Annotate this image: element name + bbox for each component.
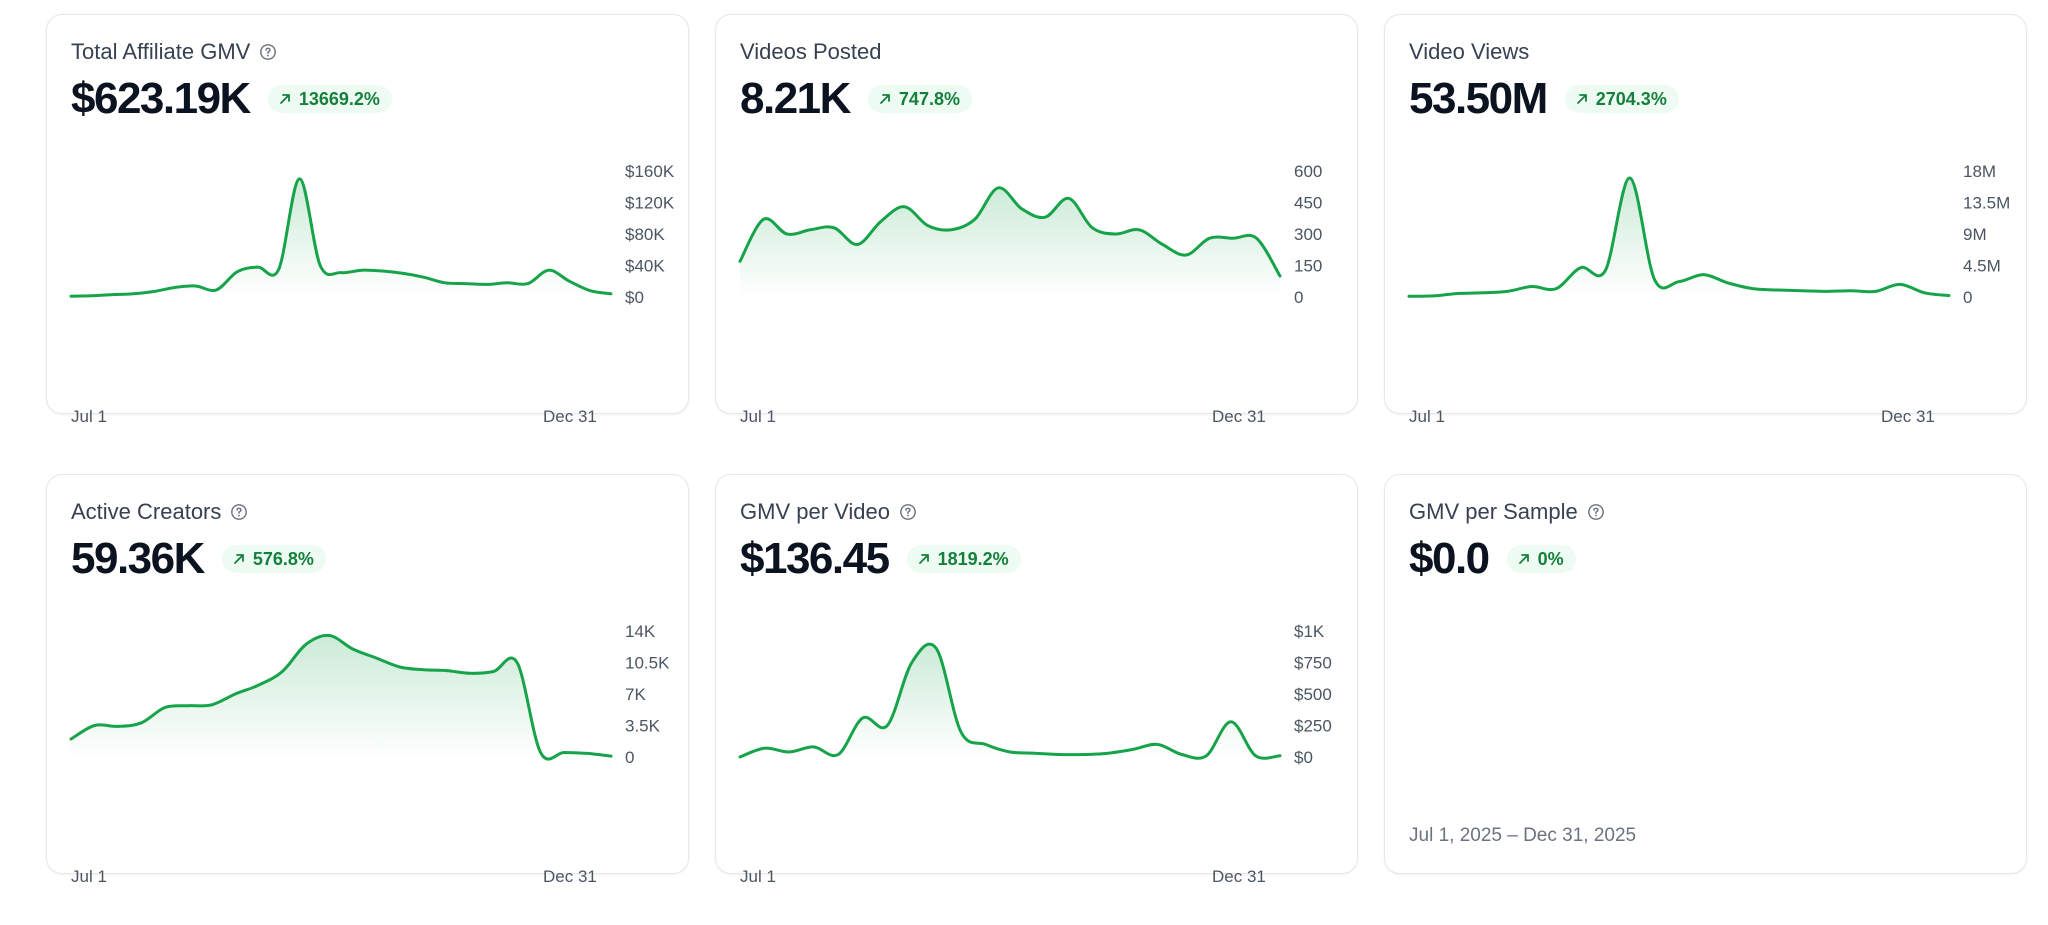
metric-card-active-creators: Active Creators 59.36K 576.8% 14K 10.5K 7K… [46,474,689,886]
y-axis-tick-label: 0 [1963,288,1972,307]
metric-value: $0.0 [1409,534,1490,583]
x-axis-end-label: Dec 31 [1212,407,1266,426]
sparkline-chart: 18M 13.5M 9M 4.5M 0 [1407,162,2010,307]
change-badge: 1819.2% [906,545,1021,573]
y-axis-tick-label: $40K [625,257,665,276]
help-circle-icon[interactable] [1587,503,1605,521]
chart-area-fill [71,635,611,760]
y-axis-tick-label: $0 [625,288,644,307]
y-axis-tick-label: 18M [1963,162,1996,181]
y-axis-tick-label: $80K [625,225,665,244]
y-axis-tick-label: 3.5K [625,717,661,736]
sparkline-chart: $160K $120K $80K $40K $0 [69,162,675,307]
help-circle-icon[interactable] [899,503,917,521]
metric-card-gmv-per-video: GMV per Video $136.45 1819.2% $1K $750 $50… [715,474,1358,886]
metric-value: 53.50M [1409,74,1548,123]
card-title: GMV per Sample [1409,499,1578,524]
change-badge: 576.8% [221,545,326,573]
arrow-up-right-icon [918,554,929,564]
y-axis-tick-label: 13.5M [1963,194,2010,213]
chart-series-line [69,633,613,761]
arrow-up-right-icon [1518,554,1529,564]
change-value: 13669.2% [298,89,380,109]
x-axis-start-label: Jul 1 [71,867,107,886]
metric-card-video-views: Video Views 53.50M 2704.3% 18M 13.5M 9M 4.5… [1384,14,2027,426]
metric-card-videos-posted: Videos Posted 8.21K 747.8% 600 450 300 150 0… [715,14,1358,426]
y-axis-tick-label: $160K [625,162,675,181]
help-circle-icon[interactable] [230,503,248,521]
arrow-up-right-icon [233,554,244,564]
change-badge: 13669.2% [267,85,392,113]
chart-area-fill [1409,177,1949,297]
arrow-up-right-icon [279,94,290,104]
y-axis-tick-label: 7K [625,685,646,704]
y-axis-tick-label: $120K [625,194,675,213]
y-axis-tick-label: 14K [625,622,656,641]
change-value: 0% [1537,549,1564,569]
card-title: Active Creators [71,499,222,524]
y-axis-tick-label: 10.5K [625,654,670,673]
x-axis-end-label: Dec 31 [543,407,597,426]
sparkline-chart: $1K $750 $500 $250 $0 [738,622,1332,767]
chart-series-line [738,642,1282,760]
y-axis-tick-label: 0 [625,748,634,767]
change-value: 2704.3% [1595,89,1667,109]
y-axis-tick-label: 450 [1294,194,1322,213]
chart-series-line [1407,176,1951,298]
metric-card-gmv-per-sample: GMV per Sample $0.0 0% Jul 1, 2025 – Dec… [1384,474,2027,874]
y-axis-tick-label: $750 [1294,654,1332,673]
x-axis-start-label: Jul 1 [740,867,776,886]
x-axis-start-label: Jul 1 [740,407,776,426]
y-axis-tick-label: $250 [1294,717,1332,736]
y-axis-tick-label: 600 [1294,162,1322,181]
chart-series-line [69,177,613,298]
change-badge: 2704.3% [1564,85,1679,113]
change-value: 1819.2% [937,549,1009,569]
sparkline-chart: 14K 10.5K 7K 3.5K 0 [69,622,670,767]
metric-value: $136.45 [740,534,890,583]
card-title: GMV per Video [740,499,891,524]
sparkline-chart: 600 450 300 150 0 [738,162,1322,307]
metric-value: 8.21K [740,74,851,123]
x-axis-end-label: Dec 31 [1881,407,1935,426]
arrow-up-right-icon [1576,94,1587,104]
chart-series-line [738,186,1282,278]
y-axis-tick-label: $500 [1294,685,1332,704]
help-circle-icon[interactable] [259,43,277,61]
change-badge: 0% [1506,545,1576,573]
chart-area-fill [740,644,1280,759]
metric-card-total-affiliate-gmv: Total Affiliate GMV $623.19K 13669.2% $1… [46,14,689,426]
x-axis-start-label: Jul 1 [71,407,107,426]
y-axis-tick-label: 300 [1294,225,1322,244]
y-axis-tick-label: $0 [1294,748,1313,767]
metric-value: 59.36K [71,534,205,583]
date-range-label: Jul 1, 2025 – Dec 31, 2025 [1409,825,1637,846]
change-badge: 747.8% [867,85,972,113]
arrow-up-right-icon [880,94,890,104]
card-title: Videos Posted [740,39,882,64]
x-axis-end-label: Dec 31 [543,867,597,886]
x-axis-end-label: Dec 31 [1212,867,1266,886]
change-value: 747.8% [898,89,960,109]
y-axis-tick-label: 0 [1294,288,1303,307]
metric-value: $623.19K [71,74,251,123]
card-title: Total Affiliate GMV [71,39,251,64]
card-title: Video Views [1409,39,1530,64]
chart-area-fill [740,187,1280,297]
y-axis-tick-label: $1K [1294,622,1325,641]
change-value: 576.8% [252,549,314,569]
y-axis-tick-label: 9M [1963,225,1987,244]
y-axis-tick-label: 4.5M [1963,257,2001,276]
y-axis-tick-label: 150 [1294,257,1322,276]
chart-area-fill [71,178,611,297]
x-axis-start-label: Jul 1 [1409,407,1445,426]
